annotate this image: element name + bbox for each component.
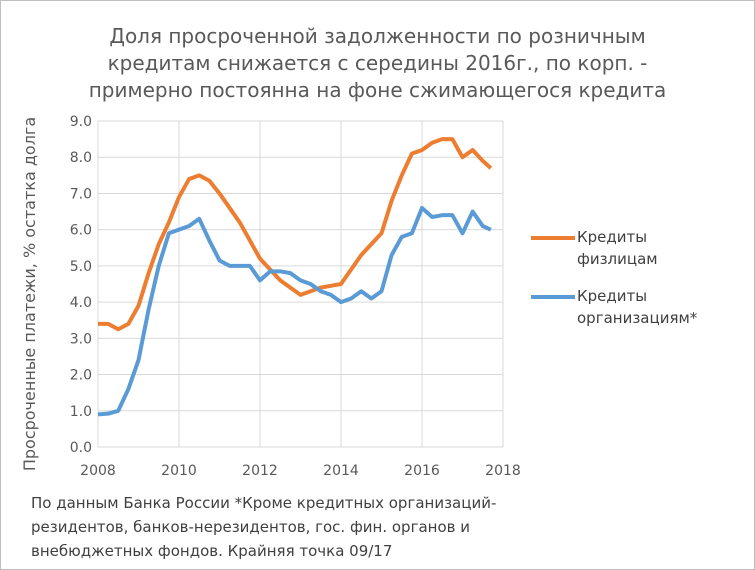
legend-item: Кредиты организациям*: [531, 285, 731, 329]
y-tick-label: 5.0: [70, 259, 92, 275]
footnote: внебюджетных фондов. Крайняя точка 09/17: [31, 542, 393, 560]
y-tick-label: 3.0: [70, 331, 92, 347]
y-tick-label: 9.0: [70, 114, 92, 130]
y-tick-label: 0.0: [70, 440, 92, 456]
legend-label: Кредиты организациям*: [577, 287, 698, 327]
footnote: По данным Банка России *Кроме кредитных …: [31, 494, 497, 512]
y-tick-label: 1.0: [70, 404, 92, 420]
x-tick-label: 2018: [485, 463, 521, 479]
x-tick-label: 2014: [323, 463, 359, 479]
y-tick-label: 8.0: [70, 150, 92, 166]
chart-title: примерно постоянна на фоне сжимающегося …: [88, 78, 667, 102]
y-axis-label: Просроченные платежи, % остатка долга: [20, 117, 39, 471]
legend-item: Кредиты физлицам: [531, 226, 731, 270]
y-tick-label: 6.0: [70, 223, 92, 239]
series-line: [98, 137, 493, 332]
chart-title: кредитам снижается с середины 2016г., по…: [107, 51, 648, 75]
footnote: резидентов, банков-нерезидентов, гос. фи…: [31, 518, 470, 536]
x-tick-label: 2016: [404, 463, 440, 479]
chart-title: Доля просроченной задолженности по розни…: [109, 24, 646, 48]
x-tick-label: 2012: [242, 463, 278, 479]
x-tick-label: 2010: [161, 463, 197, 479]
legend-label: Кредиты физлицам: [577, 228, 658, 268]
y-tick-label: 4.0: [70, 295, 92, 311]
y-tick-label: 7.0: [70, 186, 92, 202]
legend-swatch: [531, 295, 575, 299]
x-tick-label: 2008: [80, 463, 116, 479]
legend-swatch: [531, 236, 575, 240]
series-line: [97, 205, 492, 417]
y-tick-label: 2.0: [70, 368, 92, 384]
